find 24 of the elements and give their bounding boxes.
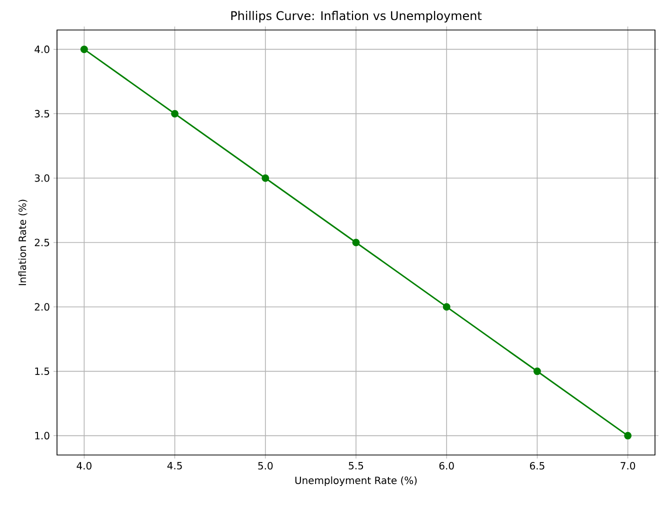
x-tick-label: 5.5 [348,462,364,470]
x-tick-label: 4.0 [76,462,92,470]
y-axis-title: Inflation Rate (%) [18,200,28,286]
y-tick-label: 1.0 [35,432,50,440]
point [80,46,88,54]
y-tick-label: 3.0 [34,174,50,182]
y-tick-label: 1.5 [35,368,50,375]
y-tick-label: 2.5 [34,238,50,246]
point [171,110,179,118]
point [352,238,360,246]
x-tick-label: 5.0 [258,462,273,470]
point [624,432,632,440]
x-tick-label: 4.5 [167,462,182,470]
y-tick-label: 2.0 [34,303,50,311]
x-tick-label: 7.0 [620,462,636,470]
y-tick-label: 3.5 [34,110,50,118]
point [262,174,270,182]
y-tick-label: 4.0 [34,46,50,54]
chart-title: Phillips Curve: Inflation vs Unemployment [231,10,482,22]
point [533,368,541,376]
x-tick-label: 6.0 [439,462,454,470]
point [442,303,450,311]
x-tick-label: 6.5 [530,462,544,470]
x-axis-title: Unemployment Rate (%) [295,476,417,486]
